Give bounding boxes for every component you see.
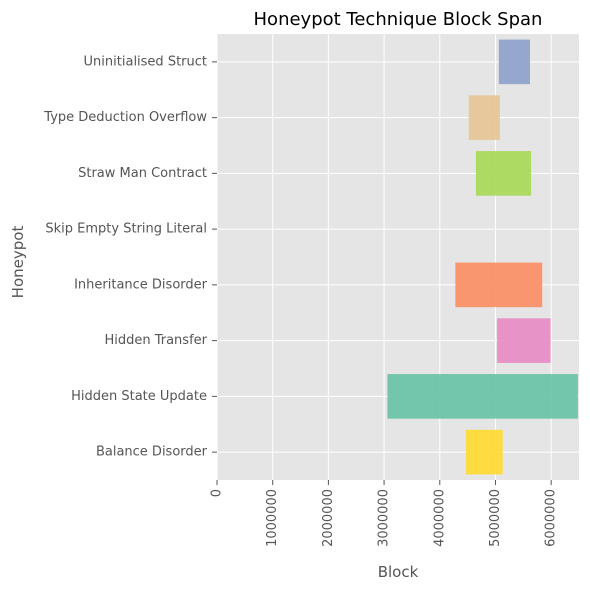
x-tick-label: 2000000 [321, 489, 336, 547]
y-tick-label: Type Deduction Overflow [43, 110, 207, 125]
y-tick-label: Skip Empty String Literal [45, 222, 207, 237]
bar-hidden-transfer [497, 318, 551, 363]
y-tick-label: Hidden Transfer [104, 333, 207, 348]
bar-straw-man-contract [475, 151, 532, 196]
y-tick-label: Straw Man Contract [78, 166, 207, 181]
bar-balance-disorder [465, 429, 503, 475]
x-tick-label: 4000000 [432, 489, 447, 547]
bars [387, 39, 578, 475]
bar-type-deduction-overflow [468, 95, 500, 140]
bar-hidden-state-update [387, 374, 578, 419]
x-axis-ticks: 0 1000000 2000000 3000000 4000000 5000000 6000… [210, 480, 559, 547]
x-tick-label: 5000000 [488, 489, 503, 547]
y-axis-ticks: Balance Disorder Hidden State Update Hidde… [43, 54, 217, 460]
x-tick-label: 1000000 [265, 489, 280, 547]
x-tick-label: 6000000 [544, 489, 559, 547]
y-tick-label: Uninitialised Struct [84, 54, 207, 69]
x-tick-label: 0 [210, 489, 225, 497]
x-axis-title: Block [378, 563, 419, 581]
bar-uninitialised-struct [498, 39, 530, 85]
y-tick-label: Hidden State Update [71, 389, 207, 404]
x-tick-label: 3000000 [377, 489, 392, 547]
bar-inheritance-disorder [455, 262, 543, 308]
y-axis-title: Honeypot [9, 226, 27, 299]
y-tick-label: Balance Disorder [96, 445, 208, 460]
y-tick-label: Inheritance Disorder [74, 277, 208, 292]
chart-title: Honeypot Technique Block Span [254, 9, 543, 30]
